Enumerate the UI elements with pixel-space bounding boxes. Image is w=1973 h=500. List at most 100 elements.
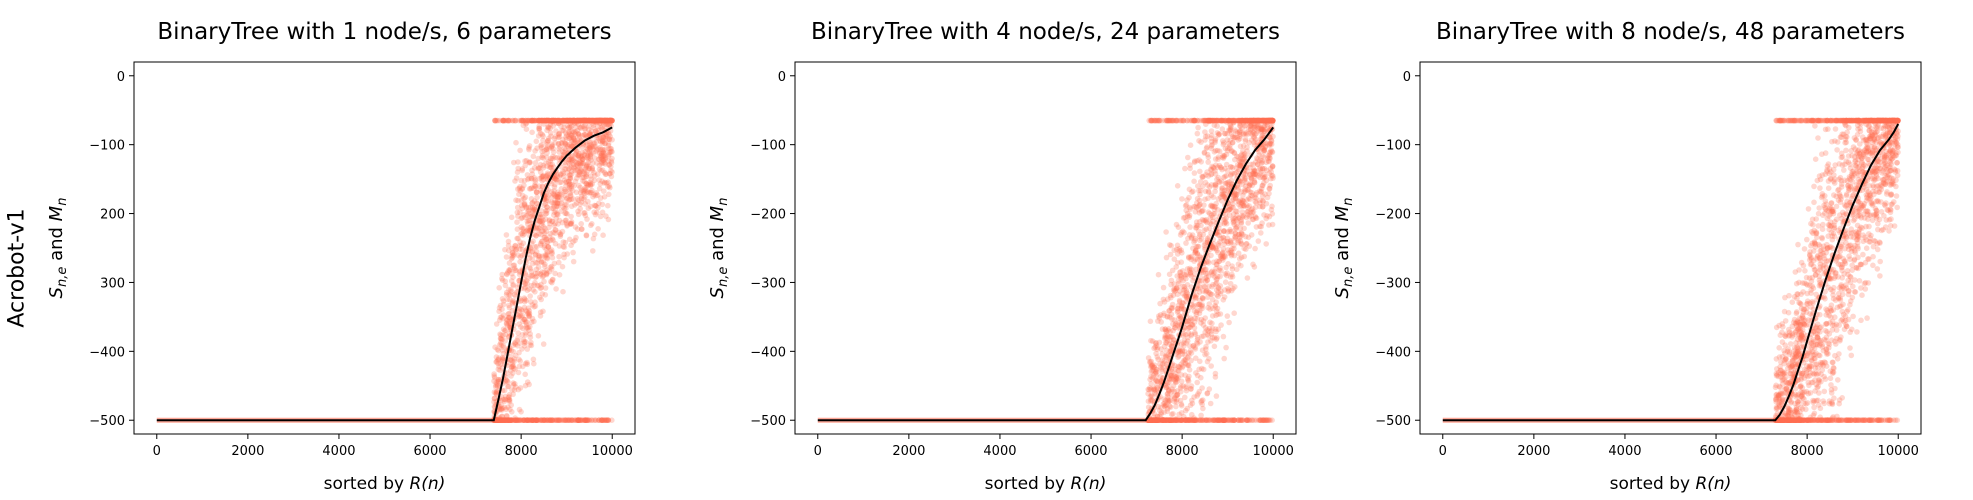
data-point xyxy=(544,255,551,262)
y-tick-label: 300 xyxy=(100,276,125,291)
data-point xyxy=(597,117,604,124)
data-point xyxy=(1263,417,1269,424)
data-point xyxy=(529,117,535,124)
data-point xyxy=(544,117,550,124)
data-point xyxy=(1167,417,1174,424)
data-point xyxy=(507,357,513,363)
data-point xyxy=(559,117,566,124)
data-point xyxy=(1220,249,1226,256)
data-point xyxy=(549,117,555,124)
data-point xyxy=(506,304,513,311)
data-point xyxy=(573,117,580,124)
data-point xyxy=(1175,347,1182,354)
data-point xyxy=(1222,211,1229,217)
data-point xyxy=(549,417,555,424)
data-point xyxy=(609,117,615,124)
data-point xyxy=(596,117,602,124)
data-point xyxy=(547,237,554,244)
data-point xyxy=(1167,251,1174,258)
data-point xyxy=(609,169,615,175)
data-point xyxy=(538,284,545,291)
data-point xyxy=(556,217,563,224)
data-point xyxy=(1148,417,1155,424)
data-point xyxy=(521,295,528,301)
data-point xyxy=(601,117,607,124)
data-point xyxy=(561,186,568,193)
data-point xyxy=(586,117,592,124)
data-point xyxy=(597,117,603,124)
data-point xyxy=(553,417,560,424)
data-point xyxy=(546,117,553,124)
x-axis-label: sorted by R(n) xyxy=(985,474,1107,494)
data-point xyxy=(543,146,550,153)
data-point xyxy=(549,161,555,168)
data-point xyxy=(574,417,581,424)
data-point xyxy=(1222,130,1228,137)
data-point xyxy=(526,210,532,217)
data-point xyxy=(601,117,608,124)
data-point xyxy=(1242,153,1249,159)
data-point xyxy=(1200,318,1207,324)
data-point xyxy=(584,117,591,124)
data-point xyxy=(1257,197,1263,204)
data-point xyxy=(532,244,538,250)
data-point xyxy=(506,320,512,327)
data-point xyxy=(511,262,518,269)
data-point xyxy=(1196,253,1203,259)
data-point xyxy=(509,254,516,261)
data-point xyxy=(581,171,587,177)
data-point xyxy=(571,167,578,174)
data-point xyxy=(1215,132,1222,138)
data-point xyxy=(599,117,606,124)
data-point xyxy=(568,203,575,210)
data-point xyxy=(1208,143,1215,149)
data-point xyxy=(565,117,572,124)
data-point xyxy=(562,130,569,136)
data-point xyxy=(522,382,529,389)
data-point xyxy=(579,117,585,124)
data-point xyxy=(555,197,561,203)
data-point xyxy=(527,417,534,424)
data-point xyxy=(555,203,561,210)
data-point xyxy=(601,134,607,141)
data-point xyxy=(544,144,550,151)
data-point xyxy=(1248,232,1255,238)
data-point xyxy=(1216,258,1222,265)
data-point xyxy=(517,239,523,245)
data-point xyxy=(492,117,499,124)
data-point xyxy=(1208,138,1215,145)
data-point xyxy=(535,164,542,171)
data-point xyxy=(526,159,533,165)
data-point xyxy=(1154,417,1160,424)
data-point xyxy=(577,417,584,424)
data-point xyxy=(603,417,609,424)
data-point xyxy=(1237,159,1243,165)
data-point xyxy=(543,191,550,197)
data-point xyxy=(522,339,529,345)
data-point xyxy=(592,117,598,124)
data-point xyxy=(568,123,575,130)
data-point xyxy=(1238,262,1244,269)
data-point xyxy=(1221,152,1228,159)
data-point xyxy=(1225,288,1231,295)
data-point xyxy=(520,117,527,124)
data-point xyxy=(493,391,500,397)
data-point xyxy=(538,417,544,424)
data-point xyxy=(508,255,515,262)
data-point xyxy=(555,117,561,124)
data-point xyxy=(532,289,538,295)
data-point xyxy=(576,117,583,124)
data-point xyxy=(506,310,512,317)
data-point xyxy=(605,122,612,128)
data-point xyxy=(569,117,575,124)
data-point xyxy=(561,117,567,124)
data-point xyxy=(598,117,604,124)
data-point xyxy=(594,117,601,124)
data-point xyxy=(541,417,548,424)
data-point xyxy=(500,117,507,124)
data-point xyxy=(556,132,562,138)
data-point xyxy=(519,185,526,192)
data-point xyxy=(567,117,574,124)
data-point xyxy=(1250,216,1257,223)
data-point xyxy=(537,253,543,259)
